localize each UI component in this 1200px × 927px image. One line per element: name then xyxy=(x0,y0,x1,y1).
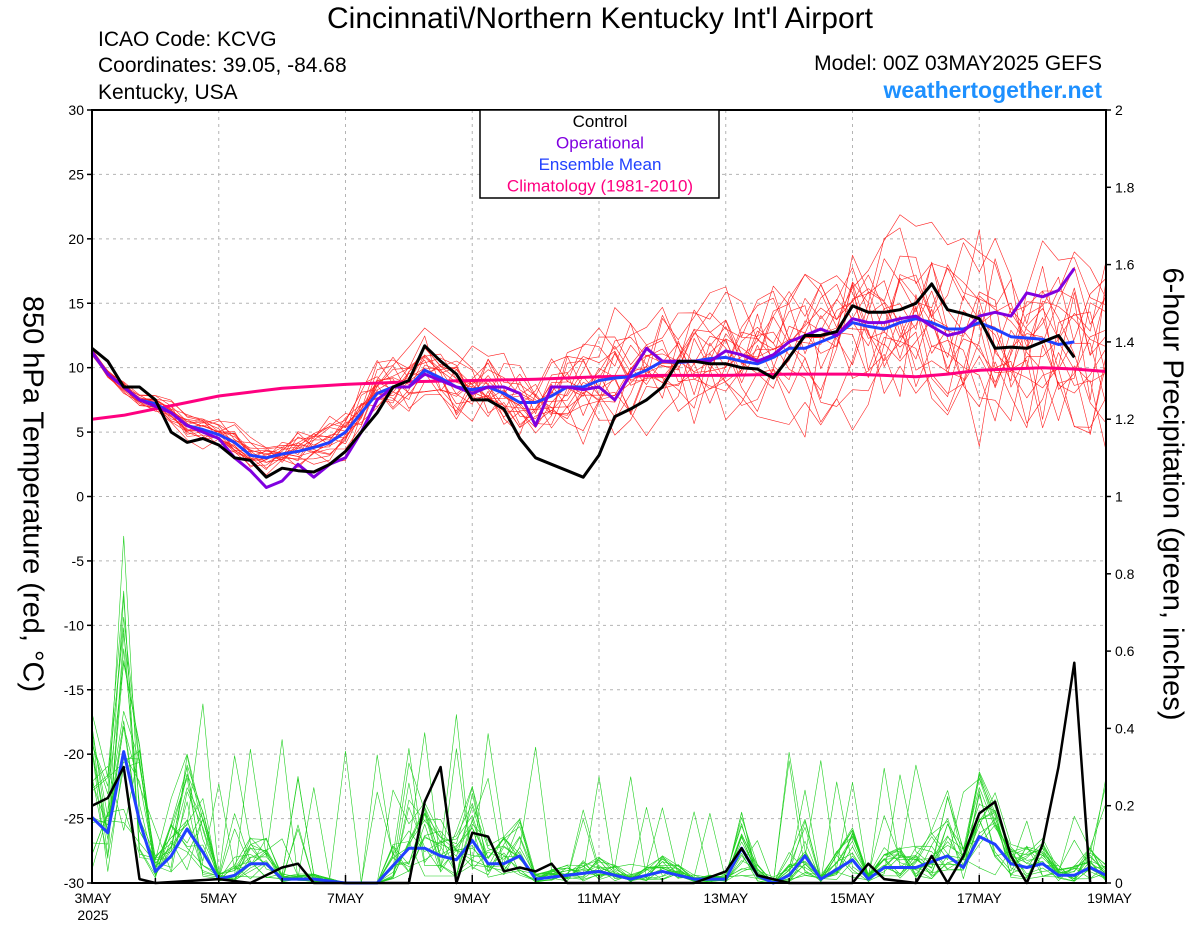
x-tick-label: 5MAY xyxy=(200,890,238,906)
y-tick-label-left: 25 xyxy=(68,166,84,182)
temp-member-line xyxy=(91,297,1107,461)
y-tick-label-right: 0 xyxy=(1115,875,1123,891)
y-tick-label-right: 0.4 xyxy=(1115,720,1135,736)
y-tick-label-right: 1.4 xyxy=(1115,334,1135,350)
precip-member-line xyxy=(91,750,1107,884)
temp-member-line xyxy=(91,258,1107,461)
series-lines xyxy=(90,267,1107,885)
y-tick-label-right: 1.2 xyxy=(1115,411,1135,427)
precip-member-line xyxy=(91,627,1107,884)
temp-member-line xyxy=(91,274,1107,463)
precip-member-line xyxy=(91,725,1107,884)
site-link[interactable]: weathertogether.net xyxy=(883,77,1102,103)
temp-member-line xyxy=(91,283,1107,455)
x-tick-label: 11MAY xyxy=(577,890,621,906)
y-tick-label-right: 1.8 xyxy=(1115,179,1135,195)
y-tick-label-left: -25 xyxy=(64,811,84,827)
precip-member-line xyxy=(91,703,1107,884)
temp-member-line xyxy=(91,227,1107,456)
temp-member-line xyxy=(91,273,1107,465)
model-run: Model: 00Z 03MAY2025 GEFS xyxy=(814,52,1102,75)
y-tick-label-left: -20 xyxy=(64,746,84,762)
x-tick-label: 13MAY xyxy=(703,890,749,906)
legend-entry: Control xyxy=(573,112,628,131)
y-tick-label-left: -5 xyxy=(72,553,85,569)
legend-box xyxy=(479,109,720,199)
temp-member-line xyxy=(91,277,1107,470)
temp-member-line xyxy=(91,258,1107,462)
y-tick-label-right: 0.8 xyxy=(1115,566,1135,582)
precip-member-line xyxy=(91,739,1107,884)
y-tick-label-right: 2 xyxy=(1115,102,1123,118)
y-tick-label-right: 1.6 xyxy=(1115,257,1135,273)
y-tick-label-right: 1 xyxy=(1115,489,1123,505)
y-tick-label-left: 30 xyxy=(68,102,84,118)
x-year-label: 2025 xyxy=(77,907,108,923)
y-tick-label-left: 5 xyxy=(76,424,84,440)
climatology-line xyxy=(91,366,1107,421)
x-tick-label: 9MAY xyxy=(454,890,492,906)
temp-member-line xyxy=(91,264,1107,469)
x-tick-label: 3MAY xyxy=(74,890,112,906)
temp-member-line xyxy=(91,254,1107,449)
temp-operational-line xyxy=(90,267,1076,489)
grid-lines xyxy=(92,110,1106,883)
y-tick-label-right: 0.6 xyxy=(1115,643,1135,659)
precip-member-line xyxy=(91,725,1107,884)
y-tick-label-right: 0.2 xyxy=(1115,798,1135,814)
x-tick-label: 17MAY xyxy=(957,890,1003,906)
y-tick-label-left: -10 xyxy=(64,617,84,633)
x-tick-label: 15MAY xyxy=(830,890,876,906)
region: Kentucky, USA xyxy=(98,81,238,104)
legend-entry: Climatology (1981-2010) xyxy=(507,177,693,196)
y-tick-label-left: 15 xyxy=(68,295,84,311)
legend-entry: Operational xyxy=(556,134,644,153)
y-tick-label-left: 10 xyxy=(68,360,84,376)
icao-code: ICAO Code: KCVG xyxy=(98,28,277,51)
chart-title: Cincinnati\/Northern Kentucky Int'l Airp… xyxy=(327,2,873,35)
axis-ticks: 302520151050-5-10-15-20-25-3021.81.61.41… xyxy=(64,102,1135,923)
x-tick-label: 7MAY xyxy=(327,890,365,906)
precip-control-line xyxy=(91,661,1092,885)
y-tick-label-left: -15 xyxy=(64,682,84,698)
legend-entry: Ensemble Mean xyxy=(539,155,662,174)
temp-mean-line xyxy=(90,317,1075,460)
temp-member-line xyxy=(91,214,1107,460)
temp-control-line xyxy=(91,282,1076,479)
y-tick-label-left: 0 xyxy=(76,489,84,505)
precip-mean-line xyxy=(90,750,1107,885)
precip-member-line xyxy=(91,662,1107,884)
x-tick-label: 19MAY xyxy=(1087,890,1133,906)
y-tick-label-left: -30 xyxy=(64,875,84,891)
legend: Control Operational Ensemble Mean Climatolo… xyxy=(479,109,720,199)
y-tick-label-left: 20 xyxy=(68,231,84,247)
coordinates: Coordinates: 39.05, -84.68 xyxy=(98,54,347,77)
